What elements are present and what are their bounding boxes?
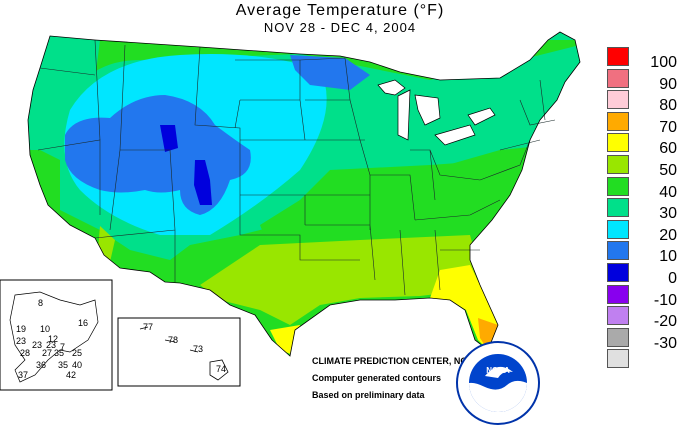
legend-swatch (607, 284, 629, 304)
alaska-value: 19 (16, 324, 26, 334)
legend-swatch (607, 47, 629, 66)
hawaii-value-labels: 77 78 73 74 (143, 322, 226, 374)
hawaii-value: 77 (143, 322, 153, 332)
legend-label: 60 (659, 140, 677, 158)
legend-swatch (607, 154, 629, 174)
map-title: Average Temperature (°F) (235, 2, 445, 19)
hawaii-value: 78 (168, 335, 178, 345)
legend-swatch (607, 349, 629, 369)
alaska-value: 35 (58, 360, 68, 370)
alaska-value: 40 (72, 360, 82, 370)
noaa-logo: NOAA (456, 341, 540, 425)
legend-label: 10 (659, 248, 677, 266)
credit-line-source: CLIMATE PREDICTION CENTER, NOAA (312, 356, 481, 366)
alaska-value: 36 (36, 360, 46, 370)
legend-swatch (607, 262, 629, 282)
alaska-value: 23 (16, 336, 26, 346)
alaska-value: 16 (78, 318, 88, 328)
legend-swatch (607, 241, 629, 261)
legend-swatch (607, 176, 629, 196)
legend-swatch (607, 133, 629, 153)
state-borders (27, 31, 581, 357)
alaska-value: 28 (20, 348, 30, 358)
legend-label: -10 (653, 291, 677, 309)
legend-label: 50 (659, 161, 677, 179)
legend-label: 80 (659, 97, 677, 115)
legend-label: -20 (653, 313, 677, 331)
legend-swatch (607, 327, 629, 347)
credit-line-method: Computer generated contours (312, 373, 442, 383)
credits: CLIMATE PREDICTION CENTER, NOAA Computer… (312, 353, 480, 404)
alaska-value: 8 (38, 298, 43, 308)
legend-swatch (607, 111, 629, 131)
legend-swatch (607, 90, 629, 110)
legend-label: 30 (659, 205, 677, 223)
alaska-value: 42 (66, 370, 76, 380)
legend-swatch (607, 219, 629, 239)
hawaii-value: 73 (193, 344, 203, 354)
legend-label: 20 (659, 226, 677, 244)
alaska-value: 7 (60, 342, 65, 352)
alaska-value: 23 (32, 340, 42, 350)
legend-swatch (607, 306, 629, 326)
noaa-logo-text: NOAA (486, 366, 510, 375)
legend-label: -30 (653, 334, 677, 352)
alaska-value: 37 (18, 370, 28, 380)
legend-swatch (607, 198, 629, 218)
alaska-value: 25 (72, 348, 82, 358)
legend-label: 40 (659, 183, 677, 201)
legend-swatch (607, 68, 629, 88)
alaska-value: 35 (54, 348, 64, 358)
alaska-value: 10 (40, 324, 50, 334)
alaska-value: 23 (46, 340, 56, 350)
hawaii-value: 74 (216, 364, 226, 374)
map-subtitle: NOV 28 - DEC 4, 2004 (263, 20, 417, 35)
alaska-inset (0, 279, 113, 391)
legend-label: 90 (659, 75, 677, 93)
legend-label: 70 (659, 118, 677, 136)
hawaii-inset (117, 317, 241, 387)
legend-label: 0 (668, 269, 677, 287)
credit-line-data: Based on preliminary data (312, 390, 425, 400)
alaska-value: 12 (48, 334, 58, 344)
lakes (377, 79, 496, 146)
alaska-value: 27 (42, 348, 52, 358)
legend-label: 100 (650, 54, 677, 71)
